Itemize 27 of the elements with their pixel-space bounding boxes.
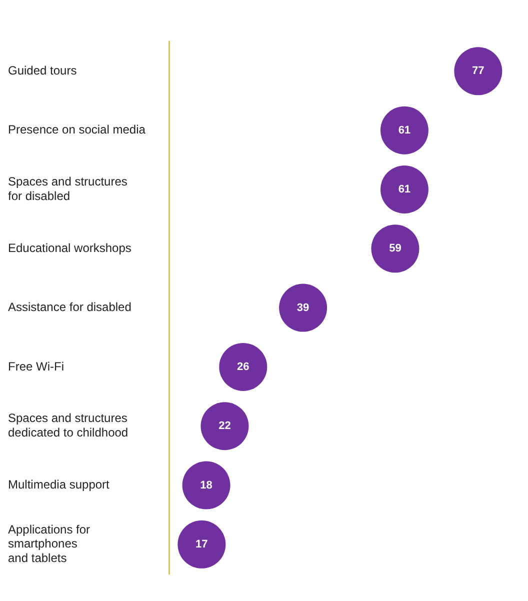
point: [371, 224, 420, 273]
data-label: 17: [196, 538, 208, 550]
data-label: 77: [472, 65, 484, 78]
data-label: 61: [398, 184, 411, 196]
y-tick-label: Spaces and structures for disabled: [8, 174, 128, 203]
data-label: 39: [296, 302, 310, 314]
y-tick-label: Spaces and structures dedicated to childhood: [8, 411, 128, 440]
point: [178, 520, 226, 568]
y-tick-label: Presence on social media: [8, 122, 146, 137]
y-tick-label: Multimedia support: [8, 478, 110, 492]
data-label: 22: [218, 420, 231, 432]
point: [380, 165, 428, 214]
y-tick-label: Educational workshops: [8, 240, 132, 255]
point: [279, 284, 328, 332]
y-tick-label: Assistance for disabled: [8, 300, 132, 314]
point: [219, 342, 268, 391]
data-label: 26: [237, 360, 250, 373]
point: [200, 402, 249, 450]
data-label: 61: [398, 124, 411, 136]
point: [454, 47, 502, 96]
data-label: 59: [389, 242, 402, 255]
y-tick-label: Guided tours: [8, 63, 77, 78]
data-label: 18: [200, 479, 212, 492]
point: [380, 106, 428, 154]
y-tick-label: Free Wi-Fi: [8, 359, 64, 374]
point: [182, 461, 230, 510]
y-tick-label: Applications for smartphones and tablets: [8, 522, 90, 566]
